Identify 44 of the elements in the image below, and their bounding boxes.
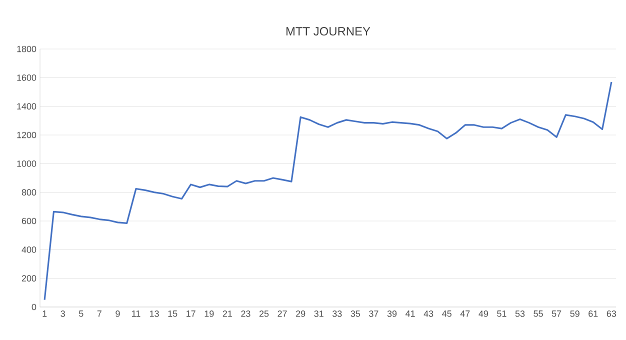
x-tick-label: 5 — [79, 310, 84, 317]
x-tick-label: 1 — [42, 310, 47, 317]
x-tick-label: 55 — [534, 310, 543, 317]
x-tick-label: 25 — [259, 310, 269, 317]
y-tick-label: 0 — [32, 304, 36, 310]
x-tick-label: 41 — [406, 310, 415, 317]
y-tick-label: 600 — [22, 218, 36, 224]
x-tick-label: 15 — [168, 310, 178, 317]
y-tick-label: 800 — [22, 189, 36, 196]
x-tick-label: 47 — [460, 310, 470, 317]
x-tick-label: 51 — [497, 310, 506, 317]
x-tick-label: 23 — [241, 310, 250, 317]
y-tick-label: 1400 — [17, 103, 36, 110]
x-tick-label: 3 — [60, 310, 65, 317]
x-tick-label: 39 — [387, 310, 397, 317]
x-tick-label: 43 — [424, 310, 434, 317]
x-tick-label: 57 — [552, 310, 562, 317]
x-tick-label: 63 — [606, 310, 616, 317]
x-tick-label: 21 — [222, 310, 232, 317]
x-tick-label: 35 — [350, 310, 360, 317]
x-tick-label: 37 — [369, 310, 378, 317]
x-tick-label: 19 — [204, 310, 214, 317]
x-tick-label: 11 — [132, 310, 140, 317]
y-tick-label: 200 — [22, 275, 36, 282]
y-tick-label: 1000 — [17, 160, 36, 167]
x-tick-label: 31 — [314, 310, 324, 317]
x-tick-label: 49 — [478, 310, 488, 317]
x-tick-label: 9 — [116, 310, 120, 317]
x-tick-label: 61 — [588, 310, 598, 317]
y-tick-label: 1800 — [17, 46, 36, 52]
x-tick-label: 27 — [278, 310, 287, 317]
line-series — [44, 81, 612, 301]
x-tick-label: 13 — [150, 310, 159, 317]
y-tick-label: 400 — [22, 246, 36, 253]
x-tick-label: 59 — [570, 310, 580, 317]
x-tick-label: 17 — [186, 310, 196, 317]
y-tick-label: 1200 — [17, 132, 36, 138]
x-tick-label: 33 — [332, 310, 342, 317]
x-tick-label: 7 — [97, 310, 102, 317]
x-tick-label: 29 — [296, 310, 306, 317]
x-tick-label: 45 — [442, 310, 452, 317]
y-tick-label: 1600 — [17, 74, 36, 81]
x-tick-label: 53 — [515, 310, 525, 317]
chart-title: MTT JOURNEY — [286, 27, 370, 36]
